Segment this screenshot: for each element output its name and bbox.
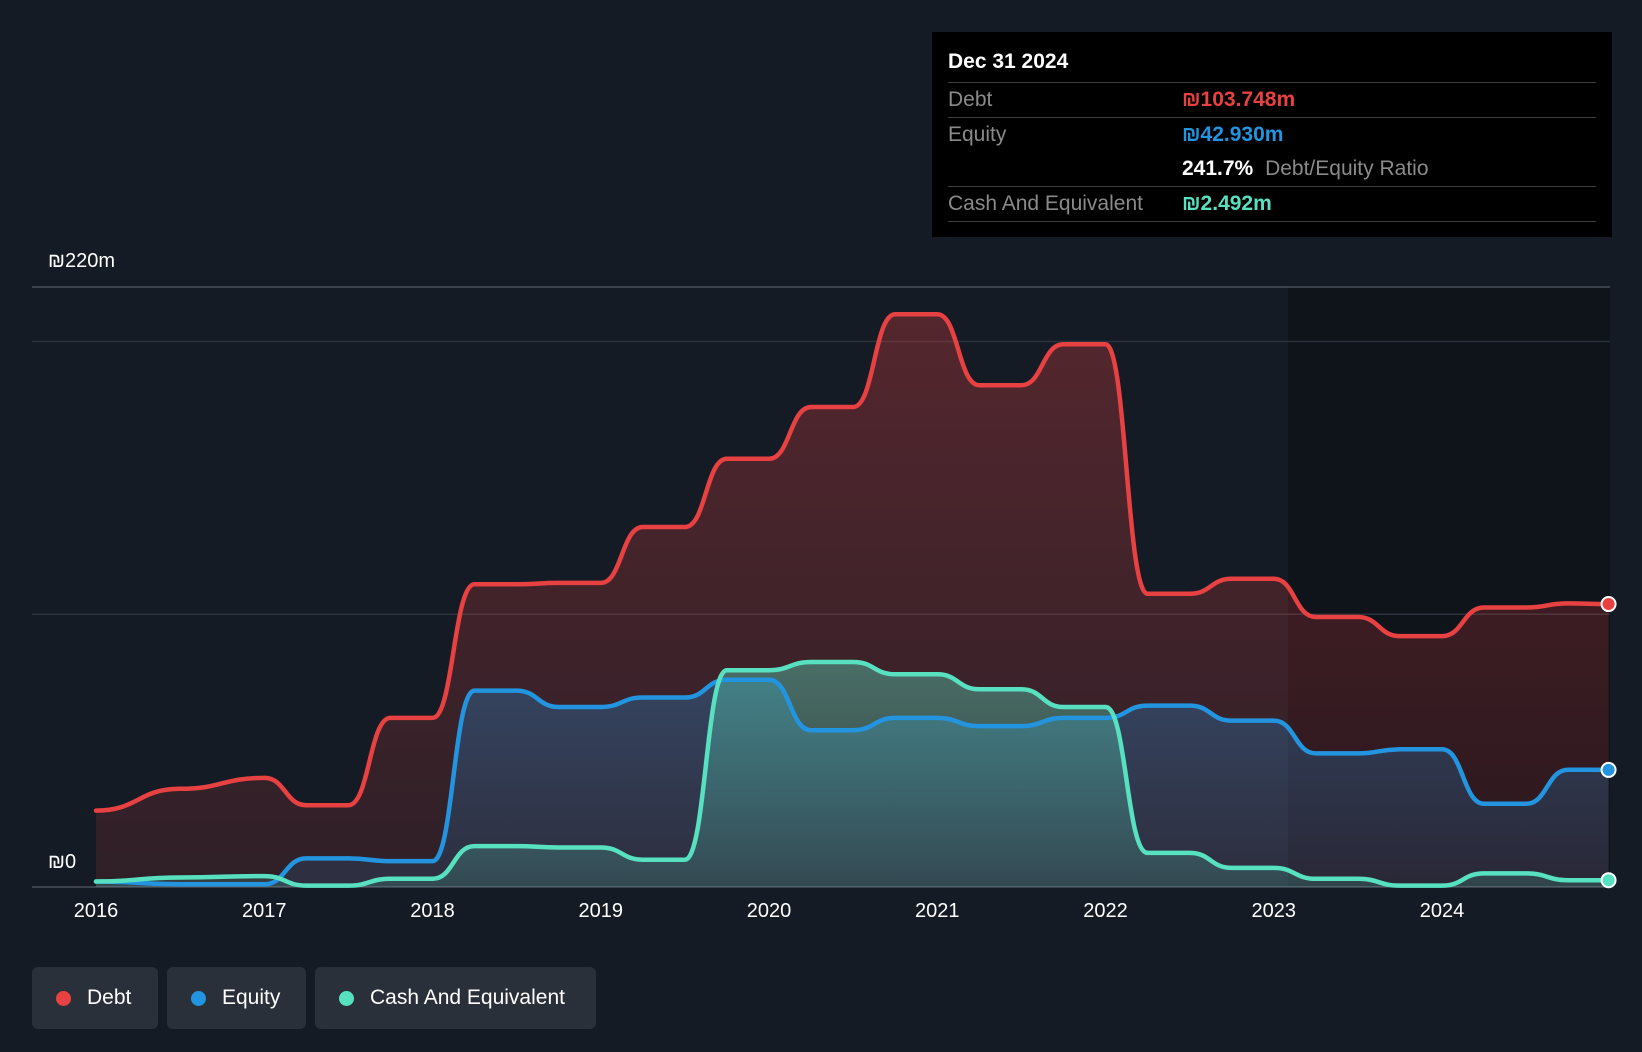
- x-tick-label: 2022: [1083, 900, 1128, 922]
- tooltip-cash-row: Cash And Equivalent ₪2.492m: [948, 186, 1596, 222]
- tooltip-equity-label: Equity: [948, 123, 1007, 146]
- y-axis-max-label: ₪220m: [48, 250, 116, 272]
- tooltip-ratio-label: Debt/Equity Ratio: [1265, 157, 1429, 180]
- x-tick-label: 2018: [410, 900, 455, 922]
- x-tick-label: 2020: [746, 900, 792, 922]
- legend-label-debt: Debt: [87, 986, 132, 1009]
- tooltip: Dec 31 2024 Debt ₪103.748m Equity ₪42.93…: [932, 32, 1612, 237]
- x-tick-label: 2017: [242, 900, 287, 922]
- cash-area: [96, 662, 1609, 887]
- cash-dot-icon: [339, 991, 354, 1006]
- tooltip-debt-value: ₪103.748m: [1182, 88, 1296, 111]
- x-tick-label: 2016: [73, 900, 119, 922]
- tooltip-equity-value: ₪42.930m: [1182, 123, 1284, 146]
- x-tick-label: 2023: [1251, 900, 1297, 922]
- equity-dot-icon: [191, 991, 206, 1006]
- debt-dot-icon: [56, 991, 71, 1006]
- tooltip-date: Dec 31 2024: [948, 50, 1069, 73]
- debt-line: [93, 312, 1611, 813]
- equity-end-marker: [1600, 761, 1617, 778]
- cash-end-marker: [1600, 872, 1617, 889]
- legend-label-cash: Cash And Equivalent: [370, 986, 565, 1009]
- tooltip-debt-row: Debt ₪103.748m: [948, 82, 1596, 117]
- debt-end-marker: [1600, 596, 1617, 613]
- x-tick-label: 2024: [1419, 900, 1465, 922]
- legend-label-equity: Equity: [222, 986, 281, 1009]
- tooltip-ratio-value: 241.7%: [1182, 157, 1254, 180]
- x-tick-label: 2021: [915, 900, 960, 922]
- tooltip-ratio-row: 241.7% Debt/Equity Ratio: [948, 152, 1596, 186]
- x-tick-label: 2019: [578, 900, 624, 922]
- tooltip-cash-label: Cash And Equivalent: [948, 192, 1143, 215]
- tooltip-cash-value: ₪2.492m: [1182, 192, 1272, 215]
- tooltip-debt-label: Debt: [948, 88, 993, 111]
- equity-line: [93, 677, 1611, 887]
- legend-item-equity[interactable]: Equity: [167, 967, 306, 1029]
- y-axis-zero-label: ₪0: [48, 851, 77, 873]
- legend-item-debt[interactable]: Debt: [32, 967, 158, 1029]
- tooltip-equity-row: Equity ₪42.930m: [948, 117, 1596, 152]
- cash-line: [93, 659, 1611, 888]
- legend-item-cash[interactable]: Cash And Equivalent: [315, 967, 596, 1029]
